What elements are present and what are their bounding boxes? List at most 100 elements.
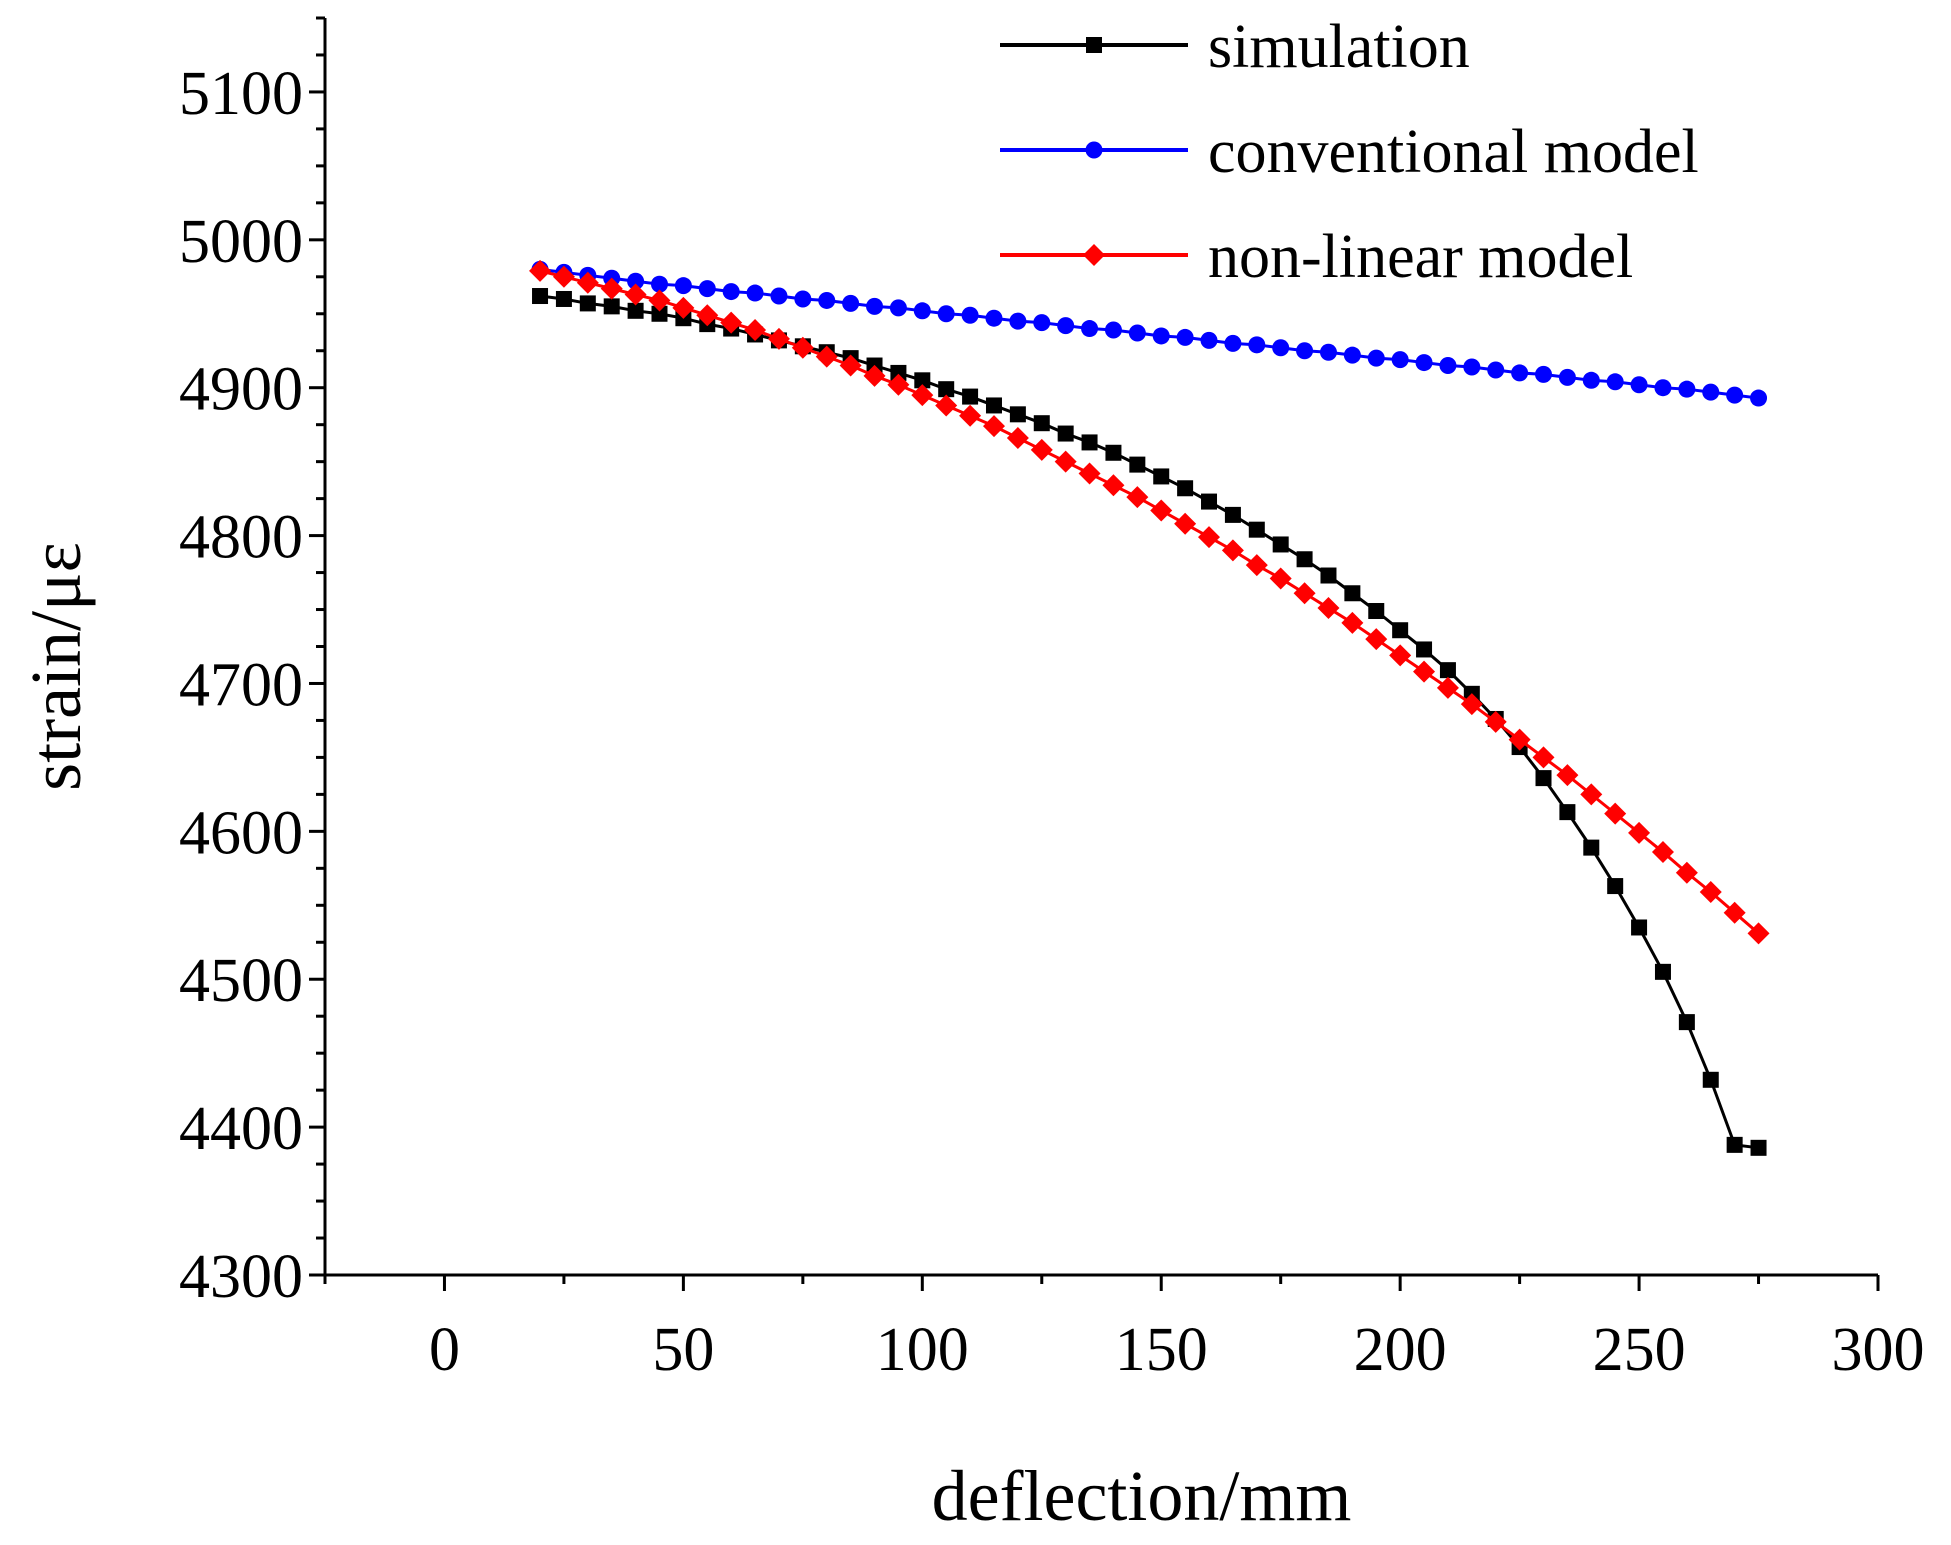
x-tick-label: 150 <box>1115 1316 1208 1384</box>
data-point-non-linear-model <box>911 384 934 407</box>
data-point-non-linear-model <box>1269 567 1292 590</box>
data-point-conventional-model <box>1152 327 1170 345</box>
data-point-simulation <box>985 397 1002 414</box>
data-point-non-linear-model <box>1604 802 1627 825</box>
data-point-simulation <box>1750 1139 1767 1156</box>
data-point-conventional-model <box>1272 339 1290 357</box>
legend-item-simulation: simulation <box>1000 13 1470 81</box>
y-tick-label: 4400 <box>179 1095 303 1163</box>
legend: simulation conventional model non-linear m… <box>1000 13 1699 291</box>
data-point-conventional-model <box>1439 357 1457 375</box>
data-point-non-linear-model <box>982 415 1005 438</box>
data-point-conventional-model <box>1487 361 1505 379</box>
y-tick-label: 4700 <box>179 651 303 719</box>
y-tick-label: 4600 <box>179 799 303 867</box>
data-point-non-linear-model <box>600 277 623 300</box>
data-point-simulation <box>1344 585 1361 602</box>
legend-swatch-marker <box>1086 37 1102 53</box>
legend-item-conventional-model: conventional model <box>1000 118 1699 186</box>
legend-label: conventional model <box>1208 118 1699 186</box>
data-point-simulation <box>1368 603 1385 620</box>
data-point-non-linear-model <box>1006 426 1029 449</box>
legend-label: non-linear model <box>1208 223 1633 291</box>
data-point-conventional-model <box>1200 331 1218 349</box>
data-point-conventional-model <box>866 297 884 315</box>
data-point-conventional-model <box>1391 351 1409 369</box>
data-point-non-linear-model <box>1436 676 1459 699</box>
data-point-conventional-model <box>770 287 788 305</box>
data-point-conventional-model <box>1343 346 1361 364</box>
data-point-conventional-model <box>1057 317 1075 335</box>
data-point-non-linear-model <box>1723 901 1746 924</box>
data-point-conventional-model <box>1535 365 1553 383</box>
series-line-non-linear-model <box>539 269 1760 935</box>
data-point-conventional-model <box>698 280 716 298</box>
data-point-conventional-model <box>1128 324 1146 342</box>
series-line-simulation <box>539 294 1759 1150</box>
data-point-non-linear-model <box>744 319 767 342</box>
data-point-conventional-model <box>1558 368 1576 386</box>
data-point-non-linear-model <box>1030 438 1053 461</box>
data-point-non-linear-model <box>1556 764 1579 787</box>
y-tick-label: 5000 <box>179 208 303 276</box>
data-point-non-linear-model <box>1150 499 1173 522</box>
data-point-conventional-model <box>818 291 836 309</box>
data-point-simulation <box>1535 770 1552 787</box>
data-point-conventional-model <box>1702 383 1720 401</box>
data-point-simulation <box>1607 878 1624 895</box>
data-point-non-linear-model <box>863 364 886 387</box>
data-point-non-linear-model <box>1675 861 1698 884</box>
data-point-simulation <box>1272 536 1289 553</box>
legend-swatch-marker <box>1085 141 1103 159</box>
data-point-conventional-model <box>1009 312 1027 330</box>
y-tick-label: 4300 <box>179 1243 303 1311</box>
data-point-simulation <box>651 305 668 322</box>
data-point-conventional-model <box>1750 389 1768 407</box>
data-point-non-linear-model <box>935 394 958 417</box>
data-point-conventional-model <box>1176 328 1194 346</box>
data-point-non-linear-model <box>1484 710 1507 733</box>
data-point-conventional-model <box>961 306 979 324</box>
data-point-conventional-model <box>674 277 692 295</box>
data-point-simulation <box>1320 567 1337 584</box>
y-axis-title: strain/με <box>16 542 96 791</box>
data-point-simulation <box>1559 804 1576 821</box>
data-point-simulation <box>603 298 620 315</box>
data-point-non-linear-model <box>1532 746 1555 769</box>
data-point-non-linear-model <box>1508 728 1531 751</box>
data-point-conventional-model <box>722 283 740 301</box>
data-point-non-linear-model <box>1054 450 1077 473</box>
data-point-conventional-model <box>1224 334 1242 352</box>
data-point-conventional-model <box>913 302 931 320</box>
data-point-non-linear-model <box>1747 922 1770 945</box>
data-point-conventional-model <box>1511 364 1529 382</box>
data-point-non-linear-model <box>959 404 982 427</box>
data-point-simulation <box>1702 1071 1719 1088</box>
data-point-simulation <box>1583 839 1600 856</box>
x-axis-title: deflection/mm <box>932 1456 1352 1536</box>
data-point-simulation <box>1129 456 1146 473</box>
legend-label: simulation <box>1208 13 1470 81</box>
data-point-simulation <box>1296 551 1313 568</box>
data-point-conventional-model <box>627 272 645 290</box>
data-point-simulation <box>1392 622 1409 639</box>
data-point-conventional-model <box>1582 371 1600 389</box>
data-point-conventional-model <box>842 294 860 312</box>
data-point-non-linear-model <box>839 354 862 377</box>
data-point-simulation <box>914 372 931 389</box>
data-point-non-linear-model <box>696 304 719 327</box>
y-tick-label: 4900 <box>179 356 303 424</box>
y-tick-label: 5100 <box>179 60 303 128</box>
series-layer <box>529 259 1770 1156</box>
data-point-conventional-model <box>1415 354 1433 372</box>
data-point-simulation <box>1177 480 1194 497</box>
data-point-simulation <box>1201 493 1218 510</box>
data-point-conventional-model <box>746 284 764 302</box>
data-point-non-linear-model <box>1198 526 1221 549</box>
data-point-conventional-model <box>985 309 1003 327</box>
data-point-non-linear-model <box>624 283 647 306</box>
data-point-conventional-model <box>1654 379 1672 397</box>
data-point-simulation <box>890 364 907 381</box>
data-point-non-linear-model <box>767 327 790 350</box>
data-point-simulation <box>1081 434 1098 451</box>
